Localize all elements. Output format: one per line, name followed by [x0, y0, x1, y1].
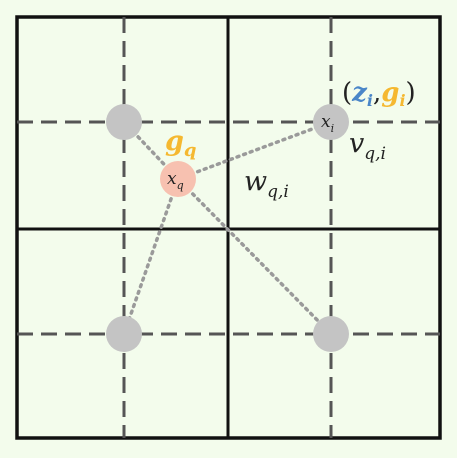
value-label: vq,i — [349, 128, 386, 164]
weight-label: wq,i — [244, 166, 289, 202]
link-bottom-right — [178, 179, 331, 334]
node-bottom-left — [106, 316, 142, 352]
link-bottom-left — [124, 179, 178, 334]
neighbor-attributes-label: (zi,gi) — [342, 78, 416, 110]
node-bottom-right — [313, 316, 349, 352]
query-feature-label: gq — [165, 126, 196, 161]
node-top-left — [106, 104, 142, 140]
